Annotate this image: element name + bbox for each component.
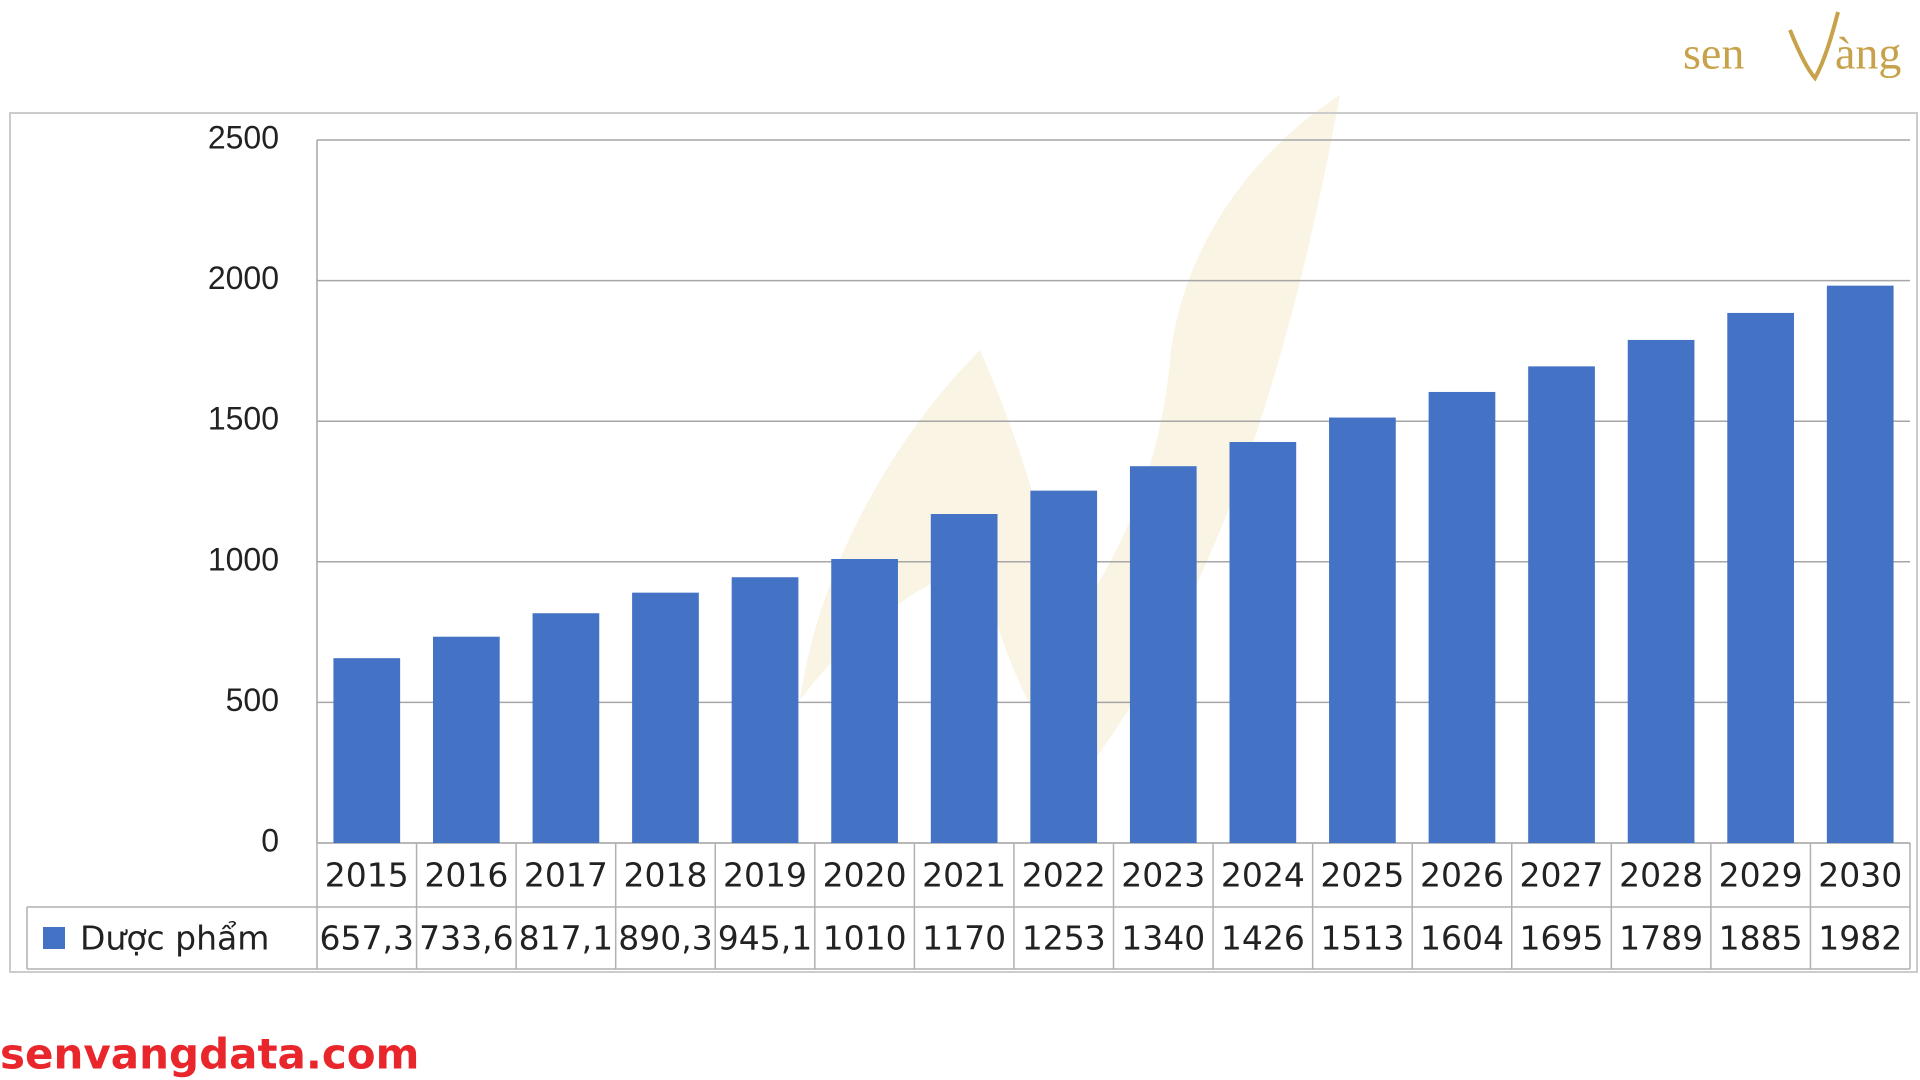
- x-tick-label: 2025: [1320, 856, 1404, 895]
- bar: [1627, 339, 1695, 843]
- x-tick-label: 2021: [922, 856, 1006, 895]
- bar: [1528, 366, 1595, 843]
- y-tick-label: 0: [261, 822, 279, 858]
- data-label: 657,3: [320, 919, 414, 958]
- bar: [1826, 285, 1894, 843]
- chart-frame: [9, 112, 1918, 973]
- bar: [930, 513, 998, 843]
- logo-text: sen: [1683, 28, 1744, 79]
- data-label: 1789: [1619, 919, 1703, 958]
- x-tick-label: 2027: [1520, 856, 1604, 895]
- data-label: 1604: [1420, 919, 1504, 958]
- data-label: 1426: [1221, 919, 1305, 958]
- footer-text: senvangdata.com: [0, 1030, 419, 1079]
- x-tick-label: 2030: [1818, 856, 1902, 895]
- data-label: 1982: [1818, 919, 1902, 958]
- bar: [1727, 312, 1795, 843]
- data-label: 1170: [922, 919, 1006, 958]
- bar: [1428, 391, 1496, 843]
- x-tick-label: 2017: [524, 856, 608, 895]
- x-tick-label: 2018: [623, 856, 707, 895]
- bar: [1329, 417, 1396, 843]
- x-tick-label: 2022: [1022, 856, 1106, 895]
- bar: [731, 577, 799, 843]
- logo-text: àng: [1835, 28, 1901, 79]
- bar: [1030, 490, 1098, 843]
- x-tick-label: 2015: [325, 856, 409, 895]
- legend-label: Dược phẩm: [80, 919, 269, 958]
- data-label: 1695: [1520, 919, 1604, 958]
- bar: [831, 558, 898, 843]
- data-label: 890,3: [618, 919, 712, 958]
- x-tick-label: 2026: [1420, 856, 1504, 895]
- data-label: 945,1: [718, 919, 812, 958]
- legend-swatch: [43, 927, 65, 949]
- y-tick-label: 1000: [208, 541, 279, 577]
- data-label: 817,1: [519, 919, 613, 958]
- x-tick-label: 2020: [823, 856, 907, 895]
- y-tick-label: 1500: [208, 401, 279, 437]
- data-label: 1253: [1022, 919, 1106, 958]
- y-tick-label: 500: [226, 682, 279, 718]
- data-label: 1340: [1121, 919, 1205, 958]
- bar: [632, 592, 699, 843]
- bar: [432, 636, 500, 843]
- bar: [532, 613, 600, 843]
- x-tick-label: 2024: [1221, 856, 1305, 895]
- y-tick-label: 2500: [208, 119, 279, 155]
- bar: [1229, 442, 1297, 843]
- watermark: [800, 95, 1340, 780]
- bar: [1129, 466, 1197, 843]
- x-tick-label: 2016: [424, 856, 508, 895]
- x-tick-label: 2028: [1619, 856, 1703, 895]
- logo-glyph: [1788, 11, 1840, 82]
- x-tick-label: 2029: [1719, 856, 1803, 895]
- data-label: 1010: [823, 919, 907, 958]
- data-label: 1885: [1719, 919, 1803, 958]
- data-label: 1513: [1320, 919, 1404, 958]
- x-tick-label: 2023: [1121, 856, 1205, 895]
- bar: [333, 658, 401, 843]
- y-tick-label: 2000: [208, 260, 279, 296]
- data-label: 733,6: [419, 919, 513, 958]
- x-tick-label: 2019: [723, 856, 807, 895]
